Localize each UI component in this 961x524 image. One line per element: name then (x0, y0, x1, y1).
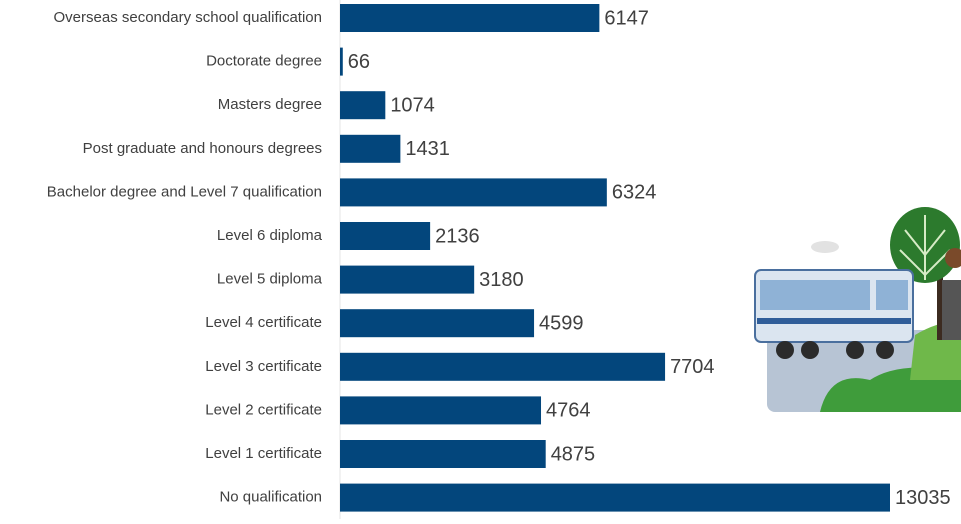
y-tick-label: Level 3 certificate (205, 358, 322, 375)
bar (340, 47, 343, 76)
y-tick-label: Level 1 certificate (205, 445, 322, 462)
value-label: 13035 (895, 487, 951, 509)
value-label: 4599 (539, 312, 584, 334)
bar (340, 265, 475, 294)
bar (340, 134, 401, 163)
bar (340, 396, 542, 425)
y-tick-label: Level 2 certificate (205, 401, 322, 418)
value-label: 2136 (435, 225, 480, 247)
y-tick-label: Overseas secondary school qualification (54, 9, 322, 26)
bar (340, 4, 600, 32)
y-tick-label: Bachelor degree and Level 7 qualificatio… (47, 183, 322, 200)
bar (340, 178, 607, 207)
value-label: 1431 (405, 138, 450, 160)
value-label: 3180 (479, 269, 524, 291)
y-tick-label: Doctorate degree (206, 53, 322, 70)
value-label: 7704 (670, 356, 715, 378)
value-label: 1074 (390, 94, 435, 116)
value-label: 66 (348, 51, 370, 73)
y-tick-label: Level 6 diploma (217, 227, 323, 244)
y-tick-label: Post graduate and honours degrees (83, 140, 322, 157)
bar (340, 352, 666, 381)
y-tick-label: Level 5 diploma (217, 271, 323, 288)
y-tick-label: Level 4 certificate (205, 314, 322, 331)
value-label: 4764 (546, 400, 591, 422)
y-tick-label: Masters degree (218, 96, 322, 113)
value-label: 6147 (604, 7, 649, 29)
bar (340, 440, 546, 468)
bar (340, 222, 431, 250)
bar (340, 309, 535, 338)
bar (340, 91, 386, 120)
value-label: 6324 (612, 182, 657, 204)
value-label: 4875 (551, 443, 596, 465)
bar (340, 483, 890, 512)
illustration (754, 207, 961, 412)
y-tick-label: No qualification (219, 489, 322, 506)
